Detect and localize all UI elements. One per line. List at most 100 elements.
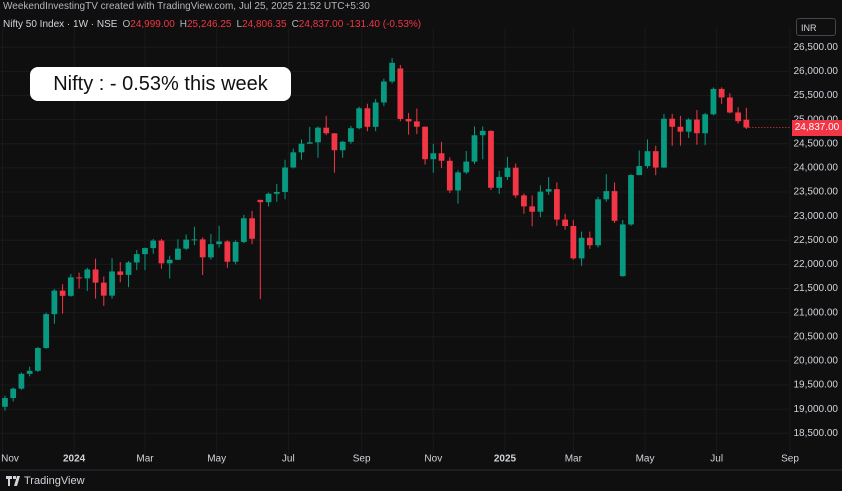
y-tick-label: 21,000.00 — [794, 307, 839, 318]
candle-body — [488, 130, 494, 188]
ohlc-key: C — [291, 19, 299, 30]
candle-body — [471, 135, 478, 162]
candle-body — [216, 241, 223, 245]
candle-body — [479, 130, 486, 136]
candle-body — [43, 314, 50, 348]
y-tick-label: 23,000.00 — [794, 211, 839, 222]
candle-body — [109, 271, 115, 296]
candle-body — [446, 160, 453, 191]
candle-body — [677, 126, 684, 132]
candle-body — [51, 290, 58, 315]
candle-body — [100, 282, 107, 296]
candle-body — [125, 262, 132, 275]
y-tick-label: 19,000.00 — [794, 404, 839, 415]
y-tick-label: 24,500.00 — [794, 138, 839, 149]
candle-body — [175, 248, 181, 260]
x-tick-label: 2024 — [63, 454, 86, 465]
y-tick-label: 21,500.00 — [794, 283, 839, 294]
candle-body — [339, 141, 346, 151]
candle-body — [306, 142, 313, 144]
candle-body — [529, 206, 536, 212]
candle-body — [265, 193, 272, 203]
ohlc-value: 24,837.00 — [298, 19, 344, 30]
candle-body — [710, 88, 717, 115]
candle-body — [628, 175, 634, 225]
candle-body — [273, 191, 280, 194]
last-price-label: 24,837.00 — [792, 119, 842, 136]
candle-body — [232, 241, 239, 262]
candle-body — [702, 114, 709, 134]
candle-body — [76, 277, 82, 279]
change: -131.40 (-0.53%) — [346, 19, 422, 30]
x-tick-label: Sep — [353, 454, 371, 465]
candle-body — [117, 271, 124, 275]
candle-body — [405, 118, 412, 122]
candle-body — [249, 218, 255, 239]
candle-body — [438, 153, 445, 161]
candle-body — [315, 127, 321, 143]
candle-body — [290, 152, 297, 168]
currency[interactable]: INR — [796, 18, 836, 36]
candle-body — [644, 151, 651, 167]
x-tick-label: May — [207, 454, 226, 465]
y-tick-label: 26,000.00 — [794, 66, 839, 77]
x-tick-label: May — [636, 454, 655, 465]
candle-body — [570, 226, 577, 259]
candle-body — [595, 199, 601, 246]
symbol: Nifty 50 Index · 1W · NSE — [3, 19, 118, 30]
logo — [6, 476, 20, 486]
candle-body — [685, 119, 692, 132]
candle-body — [619, 224, 626, 277]
ohlc-key: H — [179, 19, 187, 30]
candle-body — [512, 167, 519, 196]
candle-body — [2, 398, 8, 407]
candle-body — [166, 259, 173, 264]
candle-body — [562, 219, 568, 227]
candle-body — [586, 237, 593, 246]
candle-body — [380, 81, 387, 103]
x-tick-label: Mar — [136, 454, 154, 465]
ohlc: O24,999.00 H25,246.25 L24,806.35 C24,837.00 — [117, 19, 343, 30]
candle-body — [133, 254, 140, 263]
y-tick-label: 22,500.00 — [794, 235, 839, 246]
candle-body — [726, 97, 733, 113]
ohlc-value: 25,246.25 — [187, 19, 232, 30]
candle-body — [496, 176, 503, 188]
candle-body — [553, 189, 560, 220]
candle-body — [652, 151, 659, 168]
candle-body — [611, 191, 618, 221]
candle-body — [743, 119, 750, 128]
y-tick-label: 18,500.00 — [794, 428, 839, 439]
y-tick-label: 19,500.00 — [794, 380, 839, 391]
x-tick-label: Sep — [781, 454, 799, 465]
symbol-legend: Nifty 50 Index · 1W · NSE O24,999.00 H25,2… — [3, 19, 421, 30]
candle-body — [455, 172, 461, 191]
candle-body — [191, 239, 198, 241]
y-tick-label: 22,000.00 — [794, 259, 839, 270]
candle-body — [67, 277, 74, 296]
y-tick-label: 25,500.00 — [794, 90, 839, 101]
candle-body — [669, 118, 676, 127]
x-tick-label: Mar — [565, 454, 583, 465]
x-tick-label: Nov — [424, 454, 442, 465]
candle-body — [356, 108, 363, 129]
candle-body — [240, 218, 247, 242]
candle-body — [372, 102, 379, 127]
x-tick-label: Jul — [282, 454, 295, 465]
annotation: Nifty : - 0.53% this week — [30, 67, 291, 101]
candle-body — [26, 370, 33, 374]
candle-body — [397, 68, 404, 119]
candle-body — [463, 161, 470, 173]
candle-body — [430, 153, 437, 160]
ohlc-value: 24,999.00 — [130, 19, 175, 30]
x-tick-label: Jul — [710, 454, 723, 465]
candle-body — [257, 199, 264, 203]
y-tick-label: 24,000.00 — [794, 163, 839, 174]
candle-body — [224, 241, 231, 262]
candle-body — [422, 126, 428, 160]
candle-body — [636, 166, 643, 176]
y-tick-label: 23,500.00 — [794, 187, 839, 198]
candle-body — [84, 269, 91, 279]
candle-body — [18, 373, 25, 389]
candle-body — [718, 88, 725, 98]
